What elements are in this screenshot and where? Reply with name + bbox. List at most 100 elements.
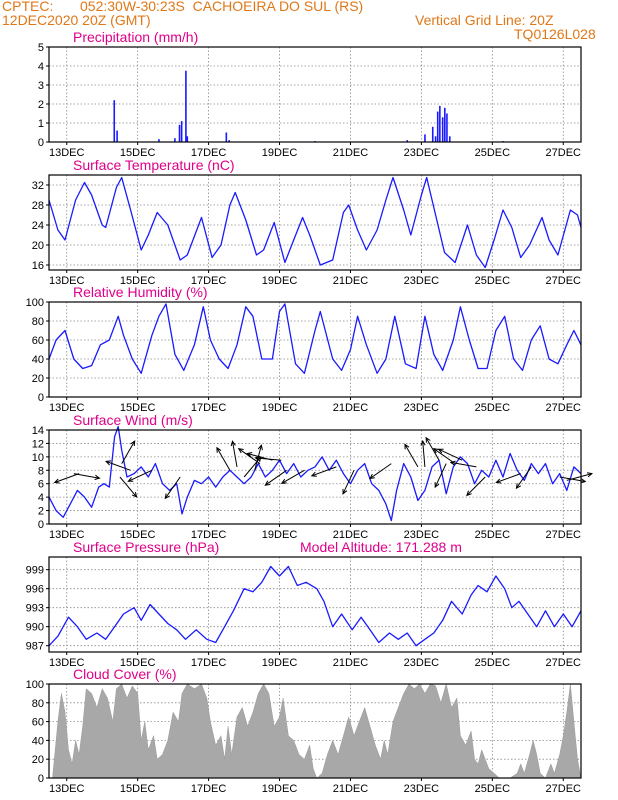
temp-x-tick-label: 19DEC xyxy=(262,275,298,287)
wind-arrow xyxy=(434,463,447,488)
wind-x-tick-label: 13DEC xyxy=(49,529,85,541)
wind-arrow-head xyxy=(404,443,410,450)
wind-y-tick-label: 0 xyxy=(38,519,44,531)
wind-arrow xyxy=(238,448,261,465)
wind-arrow xyxy=(515,466,532,489)
header-center-name: CPTEC: xyxy=(2,0,54,14)
temp-x-tick-label: 21DEC xyxy=(333,275,369,287)
cloud-x-tick-label: 19DEC xyxy=(262,783,298,795)
temp-x-tick-label: 27DEC xyxy=(546,275,582,287)
temp-x-tick-label: 23DEC xyxy=(404,275,440,287)
wind-arrow-head xyxy=(280,478,287,484)
wind-arrow-head xyxy=(131,491,138,498)
wind-x-tick-label: 21DEC xyxy=(333,529,369,541)
cloud-x-tick-label: 21DEC xyxy=(333,783,369,795)
precip-x-tick-label: 21DEC xyxy=(333,147,369,159)
humidity-y-tick-label: 60 xyxy=(32,335,44,347)
header-location: 052:30W-30:23S CACHOEIRA DO SUL (RS) xyxy=(80,0,364,14)
wind-arrow xyxy=(128,469,153,482)
wind-x-tick-label: 19DEC xyxy=(262,529,298,541)
wind-arrow-head xyxy=(434,482,440,489)
wind-arrow-head xyxy=(466,490,472,497)
temp-x-tick-label: 25DEC xyxy=(475,275,511,287)
wind-x-tick-label: 17DEC xyxy=(191,529,227,541)
pressure-title: Surface Pressure (hPa) xyxy=(73,539,219,555)
wind-arrow-head xyxy=(254,455,261,461)
pressure-y-tick-label: 999 xyxy=(26,565,44,577)
wind-arrow-head xyxy=(264,480,271,486)
wind-arrow-head xyxy=(432,448,439,454)
wind-arrow xyxy=(216,447,231,471)
temp-y-tick-label: 24 xyxy=(32,220,44,232)
wind-y-tick-label: 8 xyxy=(38,465,44,477)
precip-bar xyxy=(446,113,448,142)
pressure-x-tick-label: 15DEC xyxy=(120,657,156,669)
wind-arrow-head xyxy=(369,473,375,480)
wind-arrow-head xyxy=(437,448,444,454)
cloud-x-tick-label: 13DEC xyxy=(49,783,85,795)
wind-arrow-head xyxy=(515,483,522,490)
pressure-plot-area xyxy=(49,557,581,652)
wind-arrow xyxy=(369,463,392,479)
wind-y-tick-label: 4 xyxy=(38,492,44,504)
humidity-y-tick-label: 80 xyxy=(32,316,44,328)
precip-y-tick-label: 4 xyxy=(38,61,44,73)
precip-bar xyxy=(444,107,446,142)
pressure-x-tick-label: 13DEC xyxy=(49,657,85,669)
precip-bar xyxy=(185,70,187,142)
wind-arrow xyxy=(265,469,287,486)
wind-title: Surface Wind (m/s) xyxy=(73,412,193,428)
wind-y-tick-label: 6 xyxy=(38,479,44,491)
cloud-frame xyxy=(48,683,582,779)
precip-y-tick-label: 0 xyxy=(38,137,44,149)
wind-y-tick-label: 10 xyxy=(32,452,44,464)
precip-bar xyxy=(406,140,409,142)
temp-x-tick-label: 15DEC xyxy=(120,275,156,287)
wind-arrow-head xyxy=(342,488,348,495)
wind-arrow-head xyxy=(420,439,426,446)
wind-x-tick-label: 15DEC xyxy=(120,529,156,541)
cloud-y-tick-label: 100 xyxy=(26,679,44,691)
humidity-x-tick-label: 17DEC xyxy=(191,402,227,414)
wind-arrow xyxy=(422,440,426,467)
precip-bar xyxy=(436,111,439,142)
wind-x-tick-label: 25DEC xyxy=(475,529,511,541)
precip-bar xyxy=(180,121,183,142)
wind-arrow xyxy=(119,476,137,498)
precip-bar xyxy=(228,140,230,142)
wind-arrow-head xyxy=(425,436,431,443)
precip-x-tick-label: 13DEC xyxy=(49,147,85,159)
wind-y-tick-label: 2 xyxy=(38,506,44,518)
wind-arrow-head xyxy=(310,471,317,477)
wind-arrow xyxy=(450,461,477,468)
pressure-subtitle: Model Altitude: 171.288 m xyxy=(300,539,462,555)
precip-y-tick-label: 2 xyxy=(38,99,44,111)
wind-arrow xyxy=(496,473,521,483)
humidity-x-tick-label: 27DEC xyxy=(546,402,582,414)
wind-arrow-head xyxy=(257,444,263,451)
cloud-x-tick-label: 25DEC xyxy=(475,783,511,795)
humidity-x-tick-label: 15DEC xyxy=(120,402,156,414)
wind-arrow-head xyxy=(230,440,236,447)
header-run-time: 12DEC2020 20Z (GMT) xyxy=(2,12,151,28)
precip-x-tick-label: 25DEC xyxy=(475,147,511,159)
wind-arrow xyxy=(404,444,419,468)
precip-y-tick-label: 3 xyxy=(38,80,44,92)
wind-arrow-head xyxy=(237,448,244,454)
wind-plot-area xyxy=(49,430,581,524)
precip-y-tick-label: 1 xyxy=(38,118,44,130)
precip-bar xyxy=(439,105,441,142)
precip-bar xyxy=(178,124,181,142)
wind-arrow xyxy=(281,469,305,484)
precip-bar xyxy=(158,139,160,142)
pressure-y-tick-label: 987 xyxy=(26,641,44,653)
precip-bar xyxy=(186,136,189,142)
cloud-x-tick-label: 23DEC xyxy=(404,783,440,795)
pressure-y-tick-label: 993 xyxy=(26,603,44,615)
pressure-frame xyxy=(48,556,582,653)
temp-series-line xyxy=(48,176,582,269)
temp-title: Surface Temperature (nC) xyxy=(73,157,235,173)
wind-arrow xyxy=(54,473,80,483)
wind-arrow-head xyxy=(586,472,594,478)
